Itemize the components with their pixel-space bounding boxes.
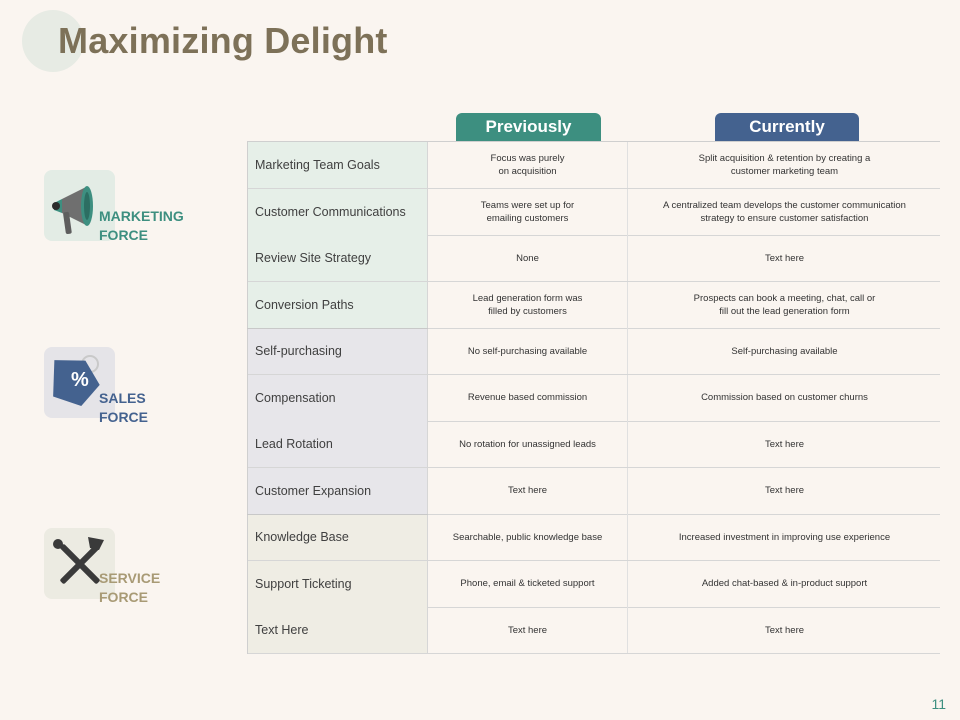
table-row: Text Here Text here Text here (247, 607, 940, 654)
comparison-table: Marketing Team Goals Focus was purely on… (247, 142, 940, 654)
table-row: Compensation Revenue based commission Co… (247, 374, 940, 422)
column-divider (427, 142, 428, 188)
currently-cell: Split acquisition & retention by creatin… (698, 153, 871, 177)
row-label: Knowledge Base (247, 514, 427, 560)
column-divider (427, 188, 428, 235)
row-label: Text Here (247, 607, 427, 653)
column-divider (427, 281, 428, 328)
table-row: Conversion Paths Lead generation form wa… (247, 281, 940, 329)
table-row: Lead Rotation No rotation for unassigned… (247, 421, 940, 468)
column-divider (427, 560, 428, 607)
marketing-icon-box (44, 170, 115, 241)
previously-cell: Searchable, public knowledge base (428, 514, 628, 560)
previously-cell: Teams were set up for emailing customers (428, 188, 628, 235)
column-divider (427, 235, 428, 281)
currently-cell: Text here (764, 438, 805, 450)
table-row: Customer Expansion Text here Text here (247, 467, 940, 515)
page-number: 11 (931, 696, 946, 712)
previously-cell: Phone, email & ticketed support (428, 560, 628, 607)
tab-previously: Previously (456, 113, 601, 141)
previously-cell: None (428, 235, 628, 281)
currently-cell: A centralized team develops the customer… (663, 199, 906, 224)
group-divider (247, 328, 428, 329)
title-decoration (22, 10, 84, 72)
sales-icon-box: % (44, 347, 115, 418)
table-left-border (247, 142, 248, 654)
tab-currently-label: Currently (749, 117, 825, 136)
table-row: Self-purchasing No self-purchasing avail… (247, 328, 940, 375)
currently-cell: Added chat-based & in-product support (701, 578, 868, 589)
column-divider (427, 328, 428, 374)
previously-cell: Text here (428, 467, 628, 514)
row-label: Self-purchasing (247, 328, 427, 374)
column-divider (427, 421, 428, 467)
table-top-border (247, 141, 940, 142)
tab-previously-label: Previously (485, 117, 572, 136)
currently-cell: Prospects can book a meeting, chat, call… (693, 292, 876, 317)
previously-cell: No self-purchasing available (428, 328, 628, 374)
currently-cell: Commission based on customer churns (701, 392, 868, 403)
tools-icon (53, 537, 104, 584)
table-row: Review Site Strategy None Text here (247, 235, 940, 282)
service-force-label: SERVICE FORCE (99, 570, 161, 605)
column-divider (427, 607, 428, 653)
row-label: Marketing Team Goals (247, 142, 427, 188)
previously-cell: Text here (428, 607, 628, 653)
megaphone-icon (52, 186, 93, 235)
row-label: Compensation (247, 374, 427, 421)
row-label: Conversion Paths (247, 281, 427, 328)
row-label: Customer Communications (247, 188, 427, 235)
sales-force-label: SALES FORCE (99, 390, 148, 425)
service-icon-box (44, 528, 115, 599)
column-divider (427, 467, 428, 514)
previously-cell: No rotation for unassigned leads (428, 421, 628, 467)
currently-cell: Text here (764, 624, 805, 636)
row-label: Review Site Strategy (247, 235, 427, 281)
currently-cell: Text here (764, 485, 805, 496)
column-divider (427, 374, 428, 421)
tab-currently: Currently (715, 113, 859, 141)
table-row: Knowledge Base Searchable, public knowle… (247, 514, 940, 561)
table-row: Customer Communications Teams were set u… (247, 188, 940, 236)
group-divider (247, 514, 428, 515)
row-label: Lead Rotation (247, 421, 427, 467)
previously-cell: Revenue based commission (428, 374, 628, 421)
row-label: Support Ticketing (247, 560, 427, 607)
svg-text:%: % (71, 369, 89, 391)
row-label: Customer Expansion (247, 467, 427, 514)
currently-cell: Self-purchasing available (731, 345, 838, 357)
table-row: Marketing Team Goals Focus was purely on… (247, 142, 940, 189)
previously-cell: Lead generation form was filled by custo… (428, 281, 628, 328)
page-title: Maximizing Delight (58, 20, 388, 61)
table-row: Support Ticketing Phone, email & tickete… (247, 560, 940, 608)
currently-cell: Text here (764, 252, 805, 264)
currently-cell: Increased investment in improving use ex… (678, 531, 891, 543)
column-divider (427, 514, 428, 560)
marketing-force-label: MARKETING FORCE (99, 208, 184, 243)
percent-tag-icon: % (53, 355, 100, 406)
previously-cell: Focus was purely on acquisition (428, 142, 628, 188)
